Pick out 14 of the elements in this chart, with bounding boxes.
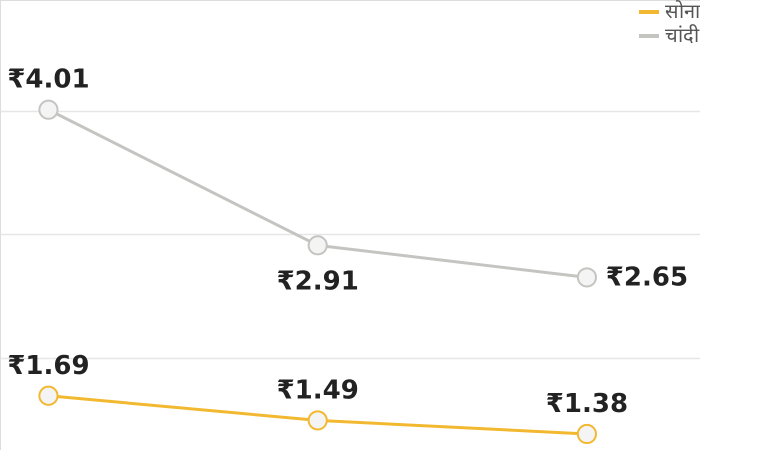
data-label: ₹1.38 bbox=[546, 388, 628, 419]
point bbox=[38, 100, 59, 120]
data-label: ₹4.01 bbox=[7, 64, 90, 95]
point bbox=[576, 267, 598, 288]
point bbox=[576, 424, 598, 444]
legend-label: चांदी bbox=[665, 23, 700, 47]
data-label: ₹2.65 bbox=[606, 262, 688, 292]
point bbox=[38, 386, 59, 406]
data-label: ₹1.69 bbox=[7, 350, 90, 381]
legend-label: सोना bbox=[665, 0, 701, 23]
data-label: ₹2.91 bbox=[276, 266, 359, 296]
point bbox=[308, 410, 328, 430]
data-label: ₹1.49 bbox=[276, 375, 359, 406]
point bbox=[308, 235, 328, 256]
